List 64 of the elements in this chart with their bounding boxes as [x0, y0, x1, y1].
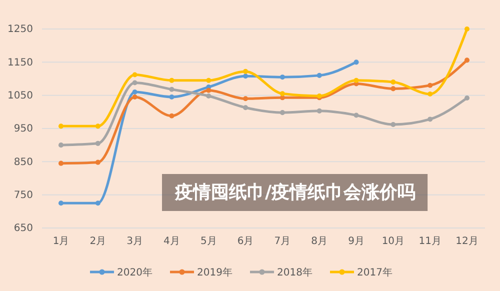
point [132, 80, 138, 86]
point [95, 140, 100, 146]
point [390, 86, 396, 92]
point [354, 60, 359, 65]
x-tick-label: 11月 [418, 236, 442, 248]
point [206, 78, 212, 83]
x-tick-label: 1月 [52, 236, 70, 248]
point [464, 26, 470, 32]
point [58, 124, 64, 129]
y-tick-label: 1250 [8, 24, 33, 36]
x-tick-label: 12月 [456, 236, 478, 248]
point [132, 90, 138, 95]
point [95, 124, 100, 129]
x-tick-label: 8月 [311, 236, 328, 248]
x-tick-label: 5月 [200, 236, 217, 248]
legend-label: 2017年 [357, 266, 392, 278]
y-tick-label: 650 [14, 223, 33, 234]
point [280, 91, 285, 96]
y-tick-label: 1150 [8, 57, 33, 68]
point [132, 72, 138, 78]
point [95, 160, 100, 165]
point [354, 78, 359, 83]
point [243, 74, 248, 79]
x-tick-label: 3月 [126, 236, 144, 248]
point [316, 108, 322, 114]
point [243, 68, 248, 74]
legend-label: 2018年 [277, 266, 312, 278]
x-tick-label: 10月 [382, 236, 405, 248]
point [95, 200, 100, 206]
point [428, 116, 433, 122]
point [169, 78, 174, 83]
point [243, 105, 248, 110]
point [464, 95, 470, 101]
point [280, 110, 285, 116]
point [132, 94, 138, 100]
point [169, 94, 174, 100]
y-tick-label: 850 [14, 156, 33, 168]
point [169, 113, 174, 118]
point [206, 88, 212, 93]
point [354, 112, 359, 118]
y-tick-label: 950 [14, 124, 33, 135]
point [206, 93, 212, 99]
x-tick-label: 9月 [348, 236, 364, 248]
point [280, 74, 285, 80]
point [58, 200, 64, 206]
y-tick-label: 1050 [8, 90, 33, 102]
x-tick-label: 4月 [164, 236, 180, 248]
point [169, 86, 174, 92]
point [428, 82, 433, 88]
legend-label: 2020年 [117, 266, 152, 278]
legend-label: 2019年 [197, 266, 232, 278]
x-tick-label: 2月 [90, 236, 106, 248]
point [390, 80, 396, 85]
x-tick-label: 6月 [237, 236, 254, 248]
point [316, 72, 322, 78]
point [58, 142, 64, 148]
text: 疫情囤纸巾/疫情纸巾会涨价吗 [174, 182, 416, 203]
point [428, 91, 433, 97]
x-tick-label: 7月 [274, 236, 291, 248]
y-tick-label: 750 [14, 190, 33, 202]
point [58, 160, 64, 166]
point [243, 96, 248, 102]
point [390, 122, 396, 128]
point [464, 58, 470, 63]
